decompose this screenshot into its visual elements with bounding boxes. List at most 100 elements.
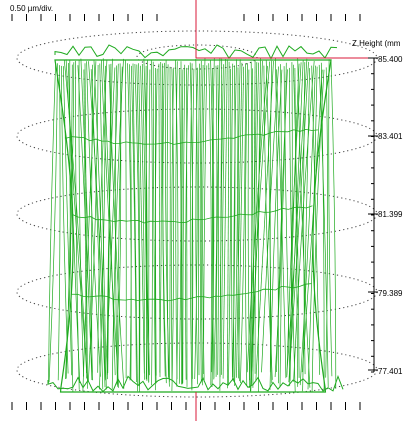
surface-line (48, 63, 58, 383)
z-label-5: 77.401 (378, 367, 403, 376)
surface-line (250, 60, 263, 392)
top-inner-ellipse (136, 44, 258, 70)
surface-line (276, 69, 287, 379)
surface-line (279, 64, 282, 388)
surface-line (65, 62, 75, 380)
surface-line (99, 63, 107, 390)
surface-line (88, 61, 106, 388)
surface-line (134, 63, 140, 387)
surface-line (330, 59, 337, 389)
surface-line (129, 64, 132, 381)
surface-line (181, 69, 184, 385)
surface-line (199, 60, 202, 383)
surface-line (307, 66, 318, 390)
surface-line (154, 68, 158, 384)
surface-line (104, 63, 119, 381)
surface-line (200, 64, 204, 386)
surface-line (213, 65, 218, 380)
surface-line (57, 65, 61, 381)
surface-line (169, 66, 171, 382)
surface-line (152, 61, 156, 391)
surface-line (90, 69, 104, 390)
surface-line (131, 65, 137, 383)
surface-line (318, 64, 329, 388)
surface-line (289, 67, 296, 392)
surface-line (289, 63, 300, 381)
surface-line (228, 68, 232, 386)
surface-line (283, 66, 291, 378)
surface-line (189, 63, 193, 390)
surface-line (132, 63, 138, 392)
surface-line (311, 69, 325, 392)
surface-line (286, 58, 308, 376)
surface-line (302, 68, 310, 392)
scale-label: 0.50 µm/div. (10, 4, 53, 13)
surface-band (65, 128, 318, 145)
surface-line (97, 59, 108, 373)
surface-line (246, 65, 268, 373)
surface-line (136, 64, 141, 392)
surface-bottom-rim (47, 375, 344, 393)
surface-line (247, 69, 251, 389)
surface-line (171, 67, 175, 381)
z-label-1: 85.400 (378, 55, 403, 64)
surface-line (191, 68, 195, 379)
surface-line (215, 58, 221, 377)
surface-line (210, 59, 214, 373)
surface-line (208, 63, 212, 386)
surface-line (258, 57, 261, 392)
surface-line (182, 64, 186, 384)
surface-line (249, 61, 271, 393)
surface-line (150, 60, 153, 386)
surface-line (127, 63, 132, 380)
surface-line (159, 61, 162, 373)
surface-line (289, 59, 304, 376)
surface-line (175, 61, 178, 380)
measured-surface (47, 44, 344, 393)
surface-band (71, 205, 313, 224)
surface-line (269, 69, 283, 390)
surface-line (91, 64, 93, 373)
surface-band (71, 283, 312, 302)
surface-line (286, 62, 302, 378)
surface-line (48, 63, 56, 384)
surface-line (217, 65, 219, 375)
surface-line (143, 58, 148, 380)
surface-line (114, 65, 118, 374)
surface-line (325, 67, 328, 378)
surface-line (288, 61, 309, 383)
surface-line (75, 60, 80, 390)
surface-line (125, 60, 127, 379)
surface-line (231, 63, 234, 378)
z-axis-ticks (368, 57, 378, 373)
surface-line (311, 65, 321, 375)
surface-line (301, 69, 323, 373)
surface-line (61, 65, 69, 374)
surface-line (99, 65, 106, 390)
z-label-2: 83.401 (378, 132, 403, 141)
surface-line (245, 63, 248, 387)
surface-line (236, 62, 243, 378)
surface-line (82, 61, 97, 392)
bottom-scale-ruler (11, 402, 361, 410)
surface-line (145, 60, 150, 383)
surface-line (148, 69, 151, 383)
surface-line (233, 59, 237, 382)
surface-line (234, 67, 239, 386)
surface-line (194, 58, 198, 380)
surface-line (227, 61, 230, 389)
surface-line (261, 66, 279, 373)
z-label-3: 81.399 (378, 210, 403, 219)
surface-line (84, 63, 88, 389)
center-axis-marker (195, 0, 374, 421)
surface-line (328, 59, 333, 377)
surface-line (88, 64, 99, 381)
surface-line (162, 62, 166, 377)
surface-line (195, 67, 199, 385)
surface-line (276, 69, 288, 373)
surface-line (116, 66, 123, 385)
surface-line (238, 66, 244, 379)
surface-line (158, 63, 161, 378)
surface-line (249, 68, 254, 381)
surface-line (117, 63, 122, 387)
